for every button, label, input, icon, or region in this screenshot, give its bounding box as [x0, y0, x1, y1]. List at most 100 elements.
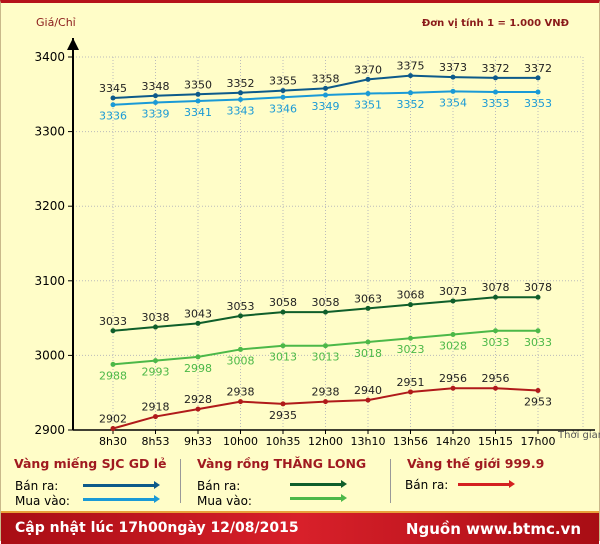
data-label: 3358: [312, 72, 340, 85]
y-tick-label: 2900: [34, 423, 65, 437]
data-label: 3346: [269, 102, 297, 115]
data-label: 3078: [482, 281, 510, 294]
data-label: 3355: [269, 75, 297, 88]
data-label: 2956: [439, 372, 467, 385]
data-point: [365, 397, 371, 403]
data-label: 3058: [269, 296, 297, 309]
data-label: 3353: [524, 97, 552, 110]
source-link[interactable]: Nguồn www.btmc.vn: [405, 520, 581, 538]
data-point: [280, 94, 286, 100]
data-point: [153, 358, 158, 364]
data-label: 3372: [524, 62, 552, 75]
data-label: 3375: [397, 60, 425, 73]
data-point: [110, 102, 116, 108]
data-label: 3008: [227, 354, 255, 367]
x-tick-label: 13h10: [351, 435, 386, 447]
legend-tl-buy-arrow: [290, 494, 347, 502]
legend-title-sjc: Vàng miếng SJC GD lẻ: [14, 456, 167, 471]
x-tick-label: 10h35: [266, 435, 301, 447]
unit-note: Đơn vị tính 1 = 1.000 VNĐ: [422, 17, 569, 29]
data-point: [323, 92, 328, 98]
data-point: [493, 89, 498, 95]
data-label: 2988: [99, 369, 127, 382]
y-tick-label: 3400: [34, 50, 65, 64]
data-point: [195, 354, 201, 360]
data-label: 3343: [227, 105, 255, 118]
data-point: [493, 328, 498, 334]
data-point: [280, 88, 286, 94]
data-label: 3033: [99, 315, 127, 328]
legend-tl-sell-arrow: [290, 480, 347, 488]
legend-title-world: Vàng thế giới 999.9: [407, 456, 545, 471]
x-tick-label: 13h56: [393, 435, 428, 447]
data-point: [153, 100, 158, 106]
data-point: [493, 294, 498, 300]
data-label: 2938: [227, 386, 255, 399]
data-label: 3352: [397, 98, 425, 111]
data-point: [365, 76, 371, 82]
data-label: 3018: [354, 347, 382, 360]
x-tick-label: 8h30: [99, 435, 127, 447]
data-point: [238, 97, 243, 103]
data-point: [153, 93, 158, 99]
data-point: [110, 328, 116, 334]
data-point: [280, 309, 286, 315]
data-label: 3068: [397, 289, 425, 302]
data-label: 3351: [354, 99, 382, 112]
data-point: [493, 385, 498, 391]
data-point: [323, 85, 328, 91]
data-point: [110, 95, 116, 101]
data-point: [535, 89, 541, 95]
data-point: [238, 346, 243, 352]
data-point: [450, 74, 456, 80]
legend-title-thanglong: Vàng rồng THĂNG LONG: [197, 456, 367, 471]
legend-divider: [180, 459, 181, 503]
data-label: 3345: [99, 82, 127, 95]
data-point: [238, 313, 243, 319]
data-label: 2956: [482, 372, 510, 385]
x-tick-label: 17h00: [521, 435, 556, 447]
data-label: 3341: [184, 106, 212, 119]
legend-sjc-buy-label: Mua vào:: [15, 494, 70, 508]
x-tick-label: 8h53: [142, 435, 170, 447]
data-point: [408, 73, 413, 79]
data-label: 3372: [482, 62, 510, 75]
data-point: [280, 401, 286, 407]
y-tick-label: 3100: [34, 274, 65, 288]
x-axis-label: Thời gian: [557, 429, 600, 441]
data-point: [195, 320, 201, 326]
legend-world-sell-label: Bán ra:: [405, 478, 449, 492]
data-point: [365, 91, 371, 97]
data-point: [450, 88, 456, 94]
data-point: [535, 75, 541, 81]
data-point: [408, 389, 413, 395]
data-label: 3033: [482, 336, 510, 349]
data-label: 3073: [439, 285, 467, 298]
chart-svg: Giá/Chỉ Đơn vị tính 1 = 1.000 VNĐ Thời g…: [34, 16, 600, 447]
data-label: 2940: [354, 384, 382, 397]
data-point: [408, 335, 413, 341]
data-label: 3078: [524, 281, 552, 294]
data-label: 2928: [184, 393, 212, 406]
data-point: [535, 387, 541, 393]
x-tick-label: 12h00: [308, 435, 343, 447]
data-point: [323, 309, 328, 315]
x-tick-label: 15h15: [478, 435, 513, 447]
data-label: 3350: [184, 78, 212, 91]
data-point: [450, 385, 456, 391]
data-point: [280, 343, 286, 349]
data-label: 3038: [142, 311, 170, 324]
data-label: 3339: [142, 108, 170, 121]
legend-sjc-buy-arrow: [83, 495, 160, 503]
data-point: [238, 90, 243, 96]
legend-divider: [390, 459, 391, 503]
data-label: 3013: [312, 351, 340, 364]
data-point: [365, 305, 371, 311]
legend: Vàng miếng SJC GD lẻ Bán ra: Mua vào: Và…: [1, 450, 600, 511]
data-label: 2993: [142, 366, 170, 379]
data-point: [535, 328, 541, 334]
x-tick-label: 14h20: [436, 435, 471, 447]
data-label: 3013: [269, 351, 297, 364]
data-point: [323, 399, 328, 405]
data-label: 3023: [397, 343, 425, 356]
